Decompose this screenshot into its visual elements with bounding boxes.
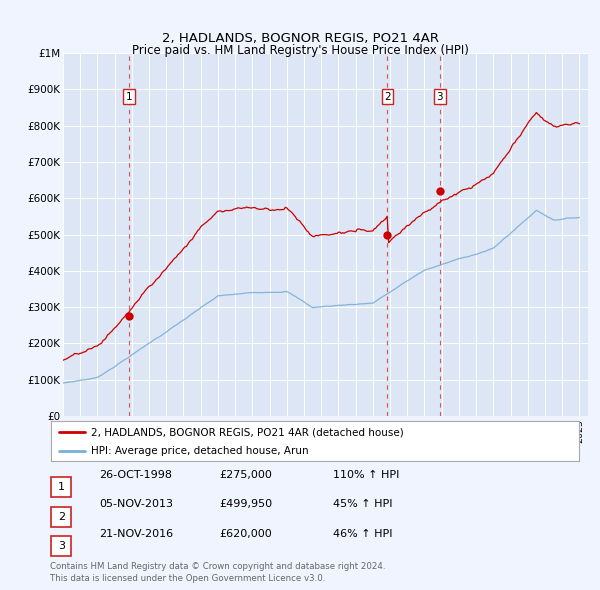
Text: Price paid vs. HM Land Registry's House Price Index (HPI): Price paid vs. HM Land Registry's House … <box>131 44 469 57</box>
Text: 1: 1 <box>125 91 132 101</box>
Text: 2: 2 <box>58 512 65 522</box>
Text: £275,000: £275,000 <box>219 470 272 480</box>
FancyBboxPatch shape <box>51 507 71 527</box>
FancyBboxPatch shape <box>51 477 71 497</box>
Text: HPI: Average price, detached house, Arun: HPI: Average price, detached house, Arun <box>91 445 308 455</box>
Text: 45% ↑ HPI: 45% ↑ HPI <box>333 500 392 509</box>
Text: 21-NOV-2016: 21-NOV-2016 <box>99 529 173 539</box>
Text: 26-OCT-1998: 26-OCT-1998 <box>99 470 172 480</box>
Text: 2, HADLANDS, BOGNOR REGIS, PO21 4AR: 2, HADLANDS, BOGNOR REGIS, PO21 4AR <box>161 32 439 45</box>
Text: 3: 3 <box>58 542 65 551</box>
FancyBboxPatch shape <box>51 536 71 556</box>
Text: 2: 2 <box>384 91 391 101</box>
Text: 46% ↑ HPI: 46% ↑ HPI <box>333 529 392 539</box>
Text: £499,950: £499,950 <box>219 500 272 509</box>
Text: 3: 3 <box>437 91 443 101</box>
Text: 05-NOV-2013: 05-NOV-2013 <box>99 500 173 509</box>
Text: Contains HM Land Registry data © Crown copyright and database right 2024.
This d: Contains HM Land Registry data © Crown c… <box>50 562 385 583</box>
Text: 2, HADLANDS, BOGNOR REGIS, PO21 4AR (detached house): 2, HADLANDS, BOGNOR REGIS, PO21 4AR (det… <box>91 427 403 437</box>
Text: 1: 1 <box>58 483 65 492</box>
Text: 110% ↑ HPI: 110% ↑ HPI <box>333 470 400 480</box>
Text: £620,000: £620,000 <box>219 529 272 539</box>
